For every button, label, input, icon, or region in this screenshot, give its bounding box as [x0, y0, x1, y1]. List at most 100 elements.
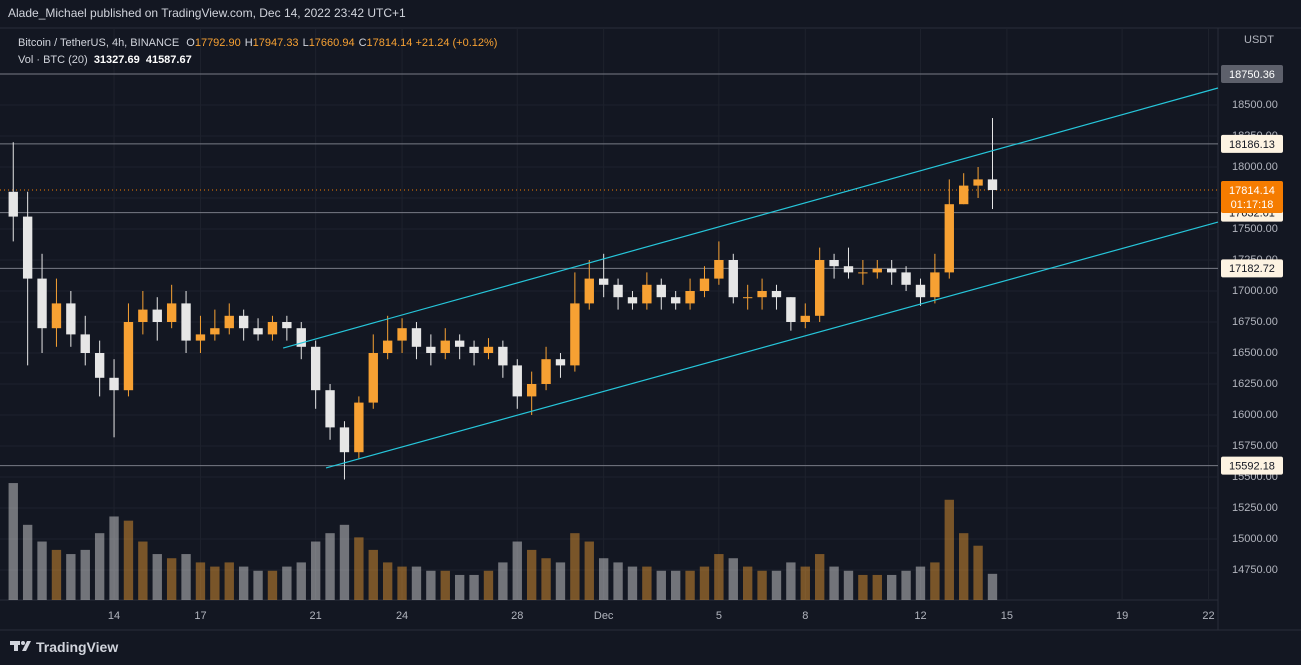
volume-bar [800, 566, 810, 600]
volume-bar [858, 574, 868, 600]
candle-body [138, 309, 148, 322]
symbol: Bitcoin / TetherUS, 4h, BINANCE [18, 37, 180, 49]
candle-body [411, 328, 422, 347]
candle-body [843, 266, 854, 273]
candle-body [512, 365, 522, 397]
channel-line [325, 221, 1219, 469]
candle-body [541, 359, 551, 384]
y-tick-label: 16250.00 [1232, 378, 1278, 390]
candle-body [123, 321, 134, 391]
candle-body [584, 278, 594, 304]
candle-body [598, 278, 609, 285]
candle-body [728, 259, 738, 298]
candle-body [37, 278, 47, 329]
volume-bar [742, 566, 753, 600]
candle-body [210, 328, 220, 335]
candle-body [771, 290, 782, 298]
volume-bar [843, 570, 854, 600]
x-tick-label: 17 [194, 610, 206, 622]
volume-bar [944, 499, 954, 600]
candle-body [296, 328, 306, 347]
y-tick-label: 15250.00 [1232, 502, 1278, 514]
candle-body [483, 346, 494, 353]
volume-bar [771, 570, 782, 600]
candle-body [858, 272, 868, 274]
candle-body [354, 402, 364, 453]
candle-body [526, 383, 537, 397]
volume-bar [930, 562, 940, 600]
candle-body [66, 303, 76, 335]
candle-body [469, 346, 479, 353]
price-label: 18750.36 [1229, 69, 1275, 81]
ohlc-value: 17814.14 [366, 37, 413, 49]
volume-bar [613, 562, 623, 600]
volume-bar [699, 566, 710, 600]
volume-ma: 41587.67 [145, 54, 192, 66]
candle-body [642, 284, 652, 304]
volume-bar [66, 554, 76, 600]
volume-bar [656, 570, 666, 600]
x-tick-label: 22 [1202, 610, 1214, 622]
volume-bar [411, 566, 422, 600]
volume-bar [685, 570, 695, 600]
ohlc-key: H [244, 37, 253, 49]
candle-body [382, 340, 393, 353]
volume-bar [570, 533, 580, 600]
volume-bar [959, 533, 969, 600]
candle-body [742, 297, 753, 299]
countdown: 01:17:18 [1231, 199, 1274, 211]
x-tick-label: 14 [108, 610, 120, 622]
volume-value: 31327.69 [93, 54, 140, 66]
candle-body [224, 315, 234, 329]
volume-bar [815, 554, 825, 600]
candle-body [368, 352, 378, 403]
candle-body [786, 297, 796, 322]
legend: Bitcoin / TetherUS, 4h, BINANCE O17792.9… [18, 35, 497, 69]
volume-bar [397, 566, 407, 600]
x-tick-label: 8 [802, 610, 808, 622]
volume-bar [51, 549, 62, 600]
candle-body [930, 272, 940, 298]
candle-body [109, 377, 119, 391]
volume-bar [627, 566, 638, 600]
volume-bar [728, 558, 738, 600]
candle-body [800, 315, 810, 322]
x-tick-label: 21 [310, 610, 322, 622]
brand: TradingView [36, 639, 119, 655]
volume-bar [382, 562, 393, 600]
candle-body [51, 303, 62, 329]
publisher: Alade_Michael published on TradingView.c… [8, 6, 406, 20]
volume-bar [109, 516, 119, 600]
candle-body [397, 328, 407, 341]
candle-body [959, 185, 969, 205]
volume-bar [282, 566, 292, 600]
volume-bar [872, 574, 882, 600]
candle-body [94, 352, 105, 378]
legend-row: Bitcoin / TetherUS, 4h, BINANCE O17792.9… [18, 35, 497, 52]
x-tick-label: 28 [511, 610, 523, 622]
volume-bar [354, 537, 364, 600]
candle-body [339, 427, 350, 453]
volume-bar [368, 549, 378, 600]
volume-bar [887, 574, 897, 600]
price-label-box [1221, 456, 1283, 475]
volume-bar [598, 558, 609, 600]
volume-bar [152, 554, 162, 600]
candle-body [8, 191, 18, 217]
ohlc-value: 17660.94 [308, 37, 355, 49]
y-tick-label: 16750.00 [1232, 316, 1278, 328]
volume-bar [253, 570, 263, 600]
volume-bar [512, 541, 522, 600]
y-tick-label: 14750.00 [1232, 564, 1278, 576]
volume-bar [426, 570, 436, 600]
x-tick-label: 19 [1116, 610, 1128, 622]
ohlc-key: O [186, 37, 195, 49]
volume-bar [138, 541, 148, 600]
volume-bar [195, 562, 206, 600]
candle-body [901, 272, 911, 285]
candle-body [238, 315, 249, 329]
price-label: 18186.13 [1229, 139, 1275, 151]
volume-bar [440, 570, 450, 600]
